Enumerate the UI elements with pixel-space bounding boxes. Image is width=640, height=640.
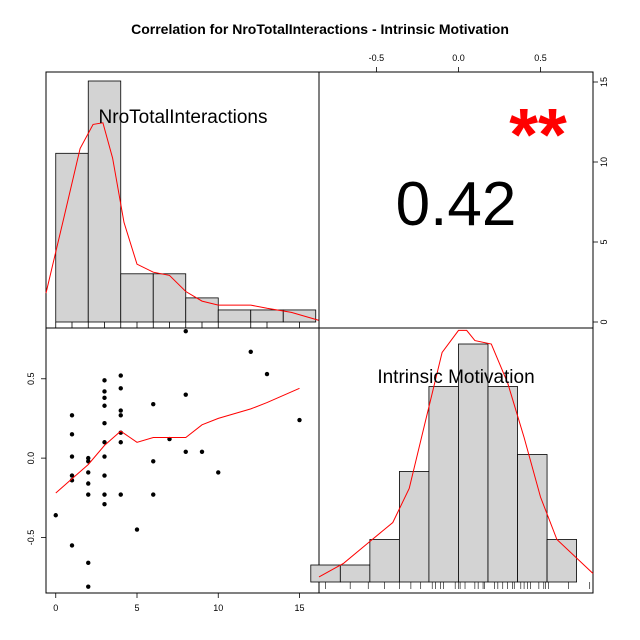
significance-stars: ** bbox=[509, 93, 567, 176]
top-axis-tick-label: 0.0 bbox=[452, 53, 465, 63]
x-axis-tick-label: 0 bbox=[53, 603, 58, 613]
scatter-point bbox=[86, 492, 91, 497]
scatter-point bbox=[183, 328, 188, 334]
scatter-point bbox=[134, 527, 140, 532]
variable-label-interactions: NroTotalInteractions bbox=[99, 107, 268, 128]
scatter-point bbox=[248, 349, 253, 355]
scatter-point bbox=[183, 449, 188, 454]
histogram-bar-interactions bbox=[152, 273, 187, 323]
density-curve-motivation bbox=[318, 329, 594, 578]
x-axis-tick-label: 10 bbox=[213, 603, 223, 613]
histogram-bar-motivation bbox=[458, 343, 489, 583]
scatter-point bbox=[264, 371, 270, 377]
scatter-point bbox=[53, 513, 58, 518]
histogram-bar-interactions bbox=[55, 152, 89, 323]
scatter-point bbox=[102, 454, 107, 459]
top-axis-tick-label: 0.5 bbox=[534, 53, 547, 63]
scatter-point bbox=[118, 408, 123, 413]
histogram-bar-motivation bbox=[339, 564, 371, 583]
scatter-point bbox=[183, 392, 188, 397]
scatter-point bbox=[102, 421, 107, 426]
y-axis-tick-label: -0.5 bbox=[26, 530, 36, 546]
scatter-point bbox=[86, 459, 91, 464]
panel-correlation: ** 0.42 bbox=[318, 71, 594, 329]
scatter-point bbox=[151, 401, 156, 407]
panel-histogram-motivation: Intrinsic Motivation bbox=[310, 327, 594, 594]
histogram-bar-motivation bbox=[369, 539, 400, 583]
panel-histogram-interactions: NroTotalInteractions bbox=[45, 71, 320, 329]
top-axis-tick-label: -0.5 bbox=[369, 53, 385, 63]
scatter-point bbox=[102, 440, 107, 445]
scatter-point bbox=[151, 492, 156, 497]
scatter-point bbox=[118, 492, 123, 497]
histogram-bar-motivation bbox=[428, 386, 459, 583]
y-axis-tick-label: 0.0 bbox=[26, 452, 36, 465]
scatter-point bbox=[69, 413, 75, 418]
scatter-point bbox=[86, 455, 91, 461]
right-axis-tick-label: 15 bbox=[599, 77, 609, 87]
scatter-point bbox=[69, 543, 75, 548]
histogram-bar-interactions bbox=[217, 309, 252, 323]
scatter-point bbox=[151, 459, 156, 464]
histogram-bar-interactions bbox=[250, 309, 284, 323]
scatter-point bbox=[102, 473, 107, 478]
y-axis-tick-label: 0.5 bbox=[26, 373, 36, 386]
scatter-point bbox=[102, 501, 107, 507]
scatter-point bbox=[86, 584, 91, 589]
histogram-bar-motivation bbox=[546, 539, 577, 583]
smooth-line bbox=[55, 387, 300, 494]
right-axis-tick-label: 0 bbox=[599, 319, 609, 324]
histogram-bar-interactions bbox=[120, 273, 154, 323]
x-axis-tick-label: 15 bbox=[294, 603, 304, 613]
scatter-point bbox=[102, 378, 107, 383]
right-axis-tick-label: 5 bbox=[599, 239, 609, 244]
scatter-point bbox=[102, 389, 107, 394]
histogram-bar-motivation bbox=[398, 471, 430, 583]
scatter-point bbox=[86, 560, 91, 566]
scatter-point bbox=[118, 373, 123, 378]
histogram-bar-motivation bbox=[487, 386, 518, 583]
scatter-point bbox=[102, 403, 107, 408]
scatter-point bbox=[69, 432, 75, 437]
panel-scatter bbox=[45, 327, 320, 594]
scatter-point bbox=[102, 395, 107, 401]
scatter-point bbox=[86, 481, 91, 486]
scatter-point bbox=[118, 440, 123, 445]
x-axis-tick-label: 5 bbox=[134, 603, 139, 613]
scatter-point bbox=[69, 473, 75, 478]
scatter-point bbox=[69, 454, 75, 459]
panel-border-br bbox=[318, 327, 594, 594]
right-axis-tick-label: 10 bbox=[599, 157, 609, 167]
chart-title: Correlation for NroTotalInteractions - I… bbox=[131, 21, 509, 37]
histogram-bar-motivation bbox=[517, 454, 548, 583]
scatter-point bbox=[118, 386, 123, 391]
scatter-point bbox=[102, 492, 107, 497]
scatter-point bbox=[297, 417, 302, 423]
density-curve-interactions bbox=[45, 122, 320, 321]
scatter-point bbox=[118, 413, 123, 418]
correlation-value: 0.42 bbox=[396, 170, 517, 239]
scatter-point bbox=[216, 470, 221, 475]
scatter-point bbox=[199, 449, 205, 454]
variable-label-motivation: Intrinsic Motivation bbox=[377, 367, 534, 388]
scatter-point bbox=[86, 470, 91, 475]
